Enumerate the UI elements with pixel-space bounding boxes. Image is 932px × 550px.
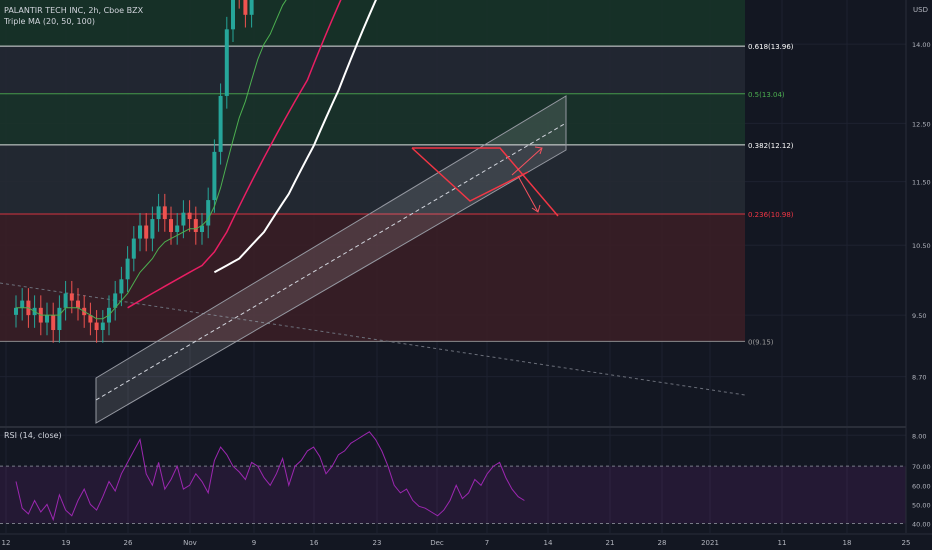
candle-body xyxy=(200,225,204,233)
price-tick-label: 14.00 xyxy=(912,41,931,49)
price-tick-label: 10.50 xyxy=(912,242,931,250)
candle-body xyxy=(100,322,105,331)
time-tick-label: 12 xyxy=(2,539,11,547)
rsi-tick-label: 60.00 xyxy=(912,482,931,490)
pattern-upper xyxy=(412,147,559,217)
candle-body xyxy=(218,95,223,152)
moving-averages xyxy=(16,0,377,320)
price-tick-label: 12.50 xyxy=(912,120,931,128)
price-tick-label: 9.50 xyxy=(912,312,926,320)
triangle-pattern xyxy=(411,146,559,217)
candle-body xyxy=(181,212,186,226)
candle-body xyxy=(224,29,229,96)
rsi-panel xyxy=(0,426,932,524)
candle-body xyxy=(144,225,149,239)
candle-body xyxy=(150,219,155,239)
candle-body xyxy=(212,151,217,201)
pattern-lower xyxy=(411,147,529,202)
time-tick-label: 11 xyxy=(778,539,787,547)
candle-body xyxy=(175,225,180,233)
candle-body xyxy=(162,206,167,220)
time-tick-label: Nov xyxy=(183,539,197,547)
candle-body xyxy=(76,300,80,308)
fib-extension: 4.236(42.15)3.618(37.33)2.618(29.54)1.61… xyxy=(0,0,794,396)
regression-channel xyxy=(95,95,567,424)
price-tick-label: 8.70 xyxy=(912,374,926,382)
candle-body xyxy=(94,322,99,331)
projection-down-head xyxy=(531,204,541,213)
candle-body xyxy=(45,315,49,323)
time-tick-label: 19 xyxy=(62,539,71,547)
time-tick-label: 26 xyxy=(124,539,133,547)
ma20-line xyxy=(16,0,287,320)
candle-body xyxy=(169,219,173,233)
price-tick-label: 8.00 xyxy=(912,432,926,440)
ma100-line xyxy=(213,0,377,274)
projection-up-head xyxy=(534,146,543,155)
fib-band xyxy=(0,93,745,145)
fib-level-label: 0.382(12.12) xyxy=(748,142,794,150)
candle-body xyxy=(125,258,130,280)
price-axis-bg xyxy=(906,0,932,550)
candle-body xyxy=(138,225,142,239)
indicator-label: Triple MA (20, 50, 100) xyxy=(3,17,95,26)
projection-down-arrow xyxy=(517,175,539,213)
candle-body xyxy=(57,307,62,331)
candle-body xyxy=(69,293,74,301)
time-tick-label: 18 xyxy=(843,539,852,547)
time-tick-label: 21 xyxy=(606,539,615,547)
rsi-tick-label: 70.00 xyxy=(912,463,931,471)
rsi-tick-label: 50.00 xyxy=(912,501,931,509)
rsi-tick-label: 40.00 xyxy=(912,520,931,528)
candle-body xyxy=(249,0,254,15)
candle-body xyxy=(119,279,124,294)
rsi-label: RSI (14, close) xyxy=(4,431,62,440)
fib-band xyxy=(0,144,745,214)
time-tick-label: 2021 xyxy=(701,539,719,547)
time-tick-label: 7 xyxy=(485,539,489,547)
candle-body xyxy=(14,307,18,315)
candle-body xyxy=(206,200,211,226)
fib-level-label: 0.236(10.98) xyxy=(748,211,794,219)
channel-body xyxy=(95,95,567,424)
candle-body xyxy=(131,238,136,259)
rsi-line xyxy=(15,431,525,522)
candle-body xyxy=(63,293,68,308)
candle-body xyxy=(187,212,192,220)
ma50-line xyxy=(127,0,342,309)
fib-level-label: 0.618(13.96) xyxy=(748,43,794,51)
time-tick-label: Dec xyxy=(430,539,444,547)
projection-up-arrow xyxy=(511,147,543,176)
fib-band xyxy=(0,46,745,94)
time-tick-label: 9 xyxy=(252,539,256,547)
candle-body xyxy=(88,315,93,323)
price-tick-label: 11.50 xyxy=(912,179,931,187)
fib-level-label: 0.5(13.04) xyxy=(748,91,785,99)
candle-body xyxy=(243,0,248,15)
candle-body xyxy=(113,293,118,308)
fib-band xyxy=(0,213,745,342)
symbol-title: PALANTIR TECH INC, 2h, Cboe BZX xyxy=(4,6,144,15)
candle-body xyxy=(156,206,161,220)
time-tick-label: 23 xyxy=(373,539,382,547)
time-tick-label: 16 xyxy=(310,539,319,547)
rsi-band xyxy=(0,466,906,524)
time-tick-label: 25 xyxy=(902,539,911,547)
time-tick-label: 28 xyxy=(658,539,667,547)
candle-body xyxy=(20,300,25,308)
candle-body xyxy=(51,315,56,331)
fib-level-label: 0(9.15) xyxy=(748,338,774,346)
candle-body xyxy=(193,219,198,233)
candle-body xyxy=(231,0,235,30)
time-tick-label: 14 xyxy=(544,539,553,547)
currency-label: USD xyxy=(913,6,928,14)
